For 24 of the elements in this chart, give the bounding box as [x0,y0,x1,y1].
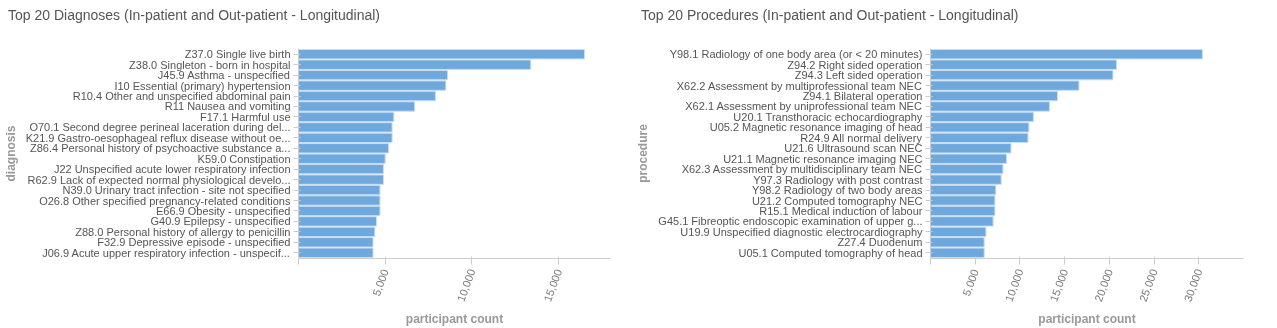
y-tick-label: G45.1 Fibreoptic endoscopic examination of upper g... [658,215,923,228]
x-tick-label: 10,000 [1002,267,1026,304]
y-tick-label: O70.1 Second degree perineal laceration during del... [29,121,291,134]
x-tick-label: 20,000 [1092,267,1115,304]
x-axis-title: participant count [1038,311,1136,326]
y-tick-label: J22 Unspecified acute lower respiratory infection [53,163,291,176]
y-tick-label: Y98.1 Radiology of one body area (or < 20 minutes) [669,48,923,61]
x-tick-label: 30,000 [1181,267,1205,304]
y-tick-label: U05.1 Computed tomography of head [738,246,923,259]
x-tick-label: 25,000 [1136,267,1160,304]
x-tick-label: 15,000 [1047,267,1071,304]
x-tick-label: 5,000 [370,267,391,298]
y-tick-label: U21.1 Magnetic resonance imaging NEC [723,152,923,165]
y-axis-title: diagnosis [3,125,18,182]
y-tick-label: I10 Essential (primary) hypertension [114,79,291,92]
chart-title: Top 20 Diagnoses (In-patient and Out-patient - Longitudinal) [8,6,381,25]
x-tick-label: 10,000 [454,267,478,304]
y-tick-label: Z37.0 Single live birth [184,48,291,61]
y-tick-label: K59.0 Constipation [197,152,291,165]
x-axis-title: participant count [405,311,504,326]
x-tick-label: 5,000 [960,267,981,298]
x-tick-label: 15,000 [541,267,565,304]
chart-title: Top 20 Procedures (In-patient and Out-patient - Longitudinal) [641,6,1019,25]
y-axis-title: procedure [636,123,651,183]
